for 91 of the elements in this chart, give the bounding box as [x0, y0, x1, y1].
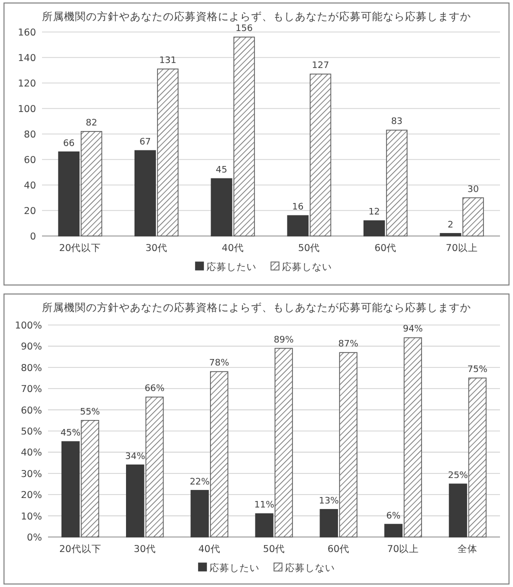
data-label: 66% — [144, 384, 166, 394]
data-label: 30 — [467, 184, 480, 195]
bar — [274, 348, 293, 538]
data-label: 6% — [386, 511, 402, 522]
y-tick-label: 90% — [20, 342, 42, 353]
bar — [80, 420, 100, 538]
y-tick-label: 80 — [24, 130, 36, 140]
y-tick-label: 40 — [24, 180, 36, 192]
bar — [134, 150, 156, 236]
data-label: 75% — [467, 365, 488, 375]
y-tick-label: 140 — [18, 53, 36, 64]
bar — [157, 68, 179, 236]
data-label: 11% — [254, 500, 275, 511]
bar — [404, 337, 422, 538]
y-tick-label: 60% — [20, 405, 42, 416]
data-label: 127 — [312, 61, 330, 72]
legend-label: 応募したい — [210, 562, 260, 574]
bar — [58, 151, 80, 236]
x-tick-label: 20代以下 — [59, 543, 102, 555]
chart-title: 所属機関の方針やあなたの応募資格によらず、もしあなたが応募可能なら応募しますか — [42, 10, 471, 23]
y-tick-label: 10% — [20, 511, 42, 522]
bar — [210, 178, 232, 236]
bar — [233, 36, 255, 236]
x-tick-label: 全体 — [458, 543, 478, 555]
x-tick-label: 60代 — [374, 243, 397, 254]
data-label: 131 — [159, 56, 176, 66]
data-label: 25% — [448, 471, 468, 481]
x-tick-label: 20代以下 — [59, 242, 102, 254]
legend-label: 応募したい — [206, 261, 256, 273]
x-tick-label: 60代 — [328, 544, 350, 555]
y-tick-label: 80% — [20, 362, 42, 374]
bar — [440, 233, 462, 236]
y-tick-label: 100% — [14, 320, 42, 332]
y-tick-label: 0% — [26, 532, 42, 544]
x-tick-label: 70以上 — [387, 543, 420, 555]
bar — [190, 490, 209, 538]
bar — [210, 371, 228, 538]
data-label: 94% — [402, 324, 424, 335]
data-label: 16 — [292, 202, 304, 213]
x-tick-label: 30代 — [145, 243, 168, 254]
y-tick-label: 0 — [30, 232, 36, 242]
legend-label: 応募しない — [282, 261, 332, 273]
data-label: 82 — [86, 118, 98, 128]
bar — [363, 220, 385, 236]
y-tick-label: 70% — [20, 384, 42, 396]
bar — [320, 509, 338, 538]
y-tick-label: 40% — [20, 448, 42, 459]
data-label: 87% — [338, 340, 359, 350]
x-tick-label: 40代 — [222, 243, 244, 254]
bar — [339, 352, 358, 538]
bar — [384, 524, 403, 538]
data-label: 2 — [448, 220, 454, 230]
bar — [255, 513, 274, 538]
bar — [310, 74, 332, 236]
y-tick-label: 120 — [18, 78, 36, 90]
bar — [145, 396, 164, 538]
data-label: 22% — [190, 477, 210, 488]
y-tick-label: 20 — [24, 206, 36, 217]
bar — [448, 484, 468, 538]
data-label: 13% — [318, 496, 340, 506]
x-tick-label: 50代 — [262, 544, 286, 555]
data-label: 83 — [391, 117, 403, 128]
bar — [287, 215, 309, 236]
data-label: 66 — [63, 138, 75, 149]
data-label: 67 — [139, 138, 151, 148]
data-label: 12 — [368, 208, 380, 218]
bar — [468, 378, 487, 538]
bar — [126, 464, 144, 538]
x-tick-label: 50代 — [298, 243, 320, 254]
y-tick-label: 20% — [20, 490, 42, 502]
data-label: 55% — [80, 407, 100, 418]
chart-title: 所属機関の方針やあなたの応募資格によらず、もしあなたが応募可能なら応募しますか — [42, 301, 471, 314]
bar — [80, 131, 102, 236]
bar — [462, 197, 484, 236]
x-tick-label: 30代 — [134, 544, 156, 555]
data-label: 78% — [209, 358, 230, 369]
y-tick-label: 60 — [24, 155, 36, 166]
x-tick-label: 70以上 — [446, 242, 478, 254]
data-label: 89% — [274, 335, 294, 346]
y-tick-label: 160 — [18, 28, 36, 38]
bar — [61, 441, 80, 538]
legend-label: 応募しない — [285, 562, 335, 574]
data-label: 34% — [125, 452, 146, 462]
data-label: 45% — [60, 428, 82, 439]
data-label: 156 — [236, 24, 253, 34]
data-label: 45 — [216, 166, 228, 176]
y-tick-label: 100 — [18, 104, 36, 115]
y-tick-label: 50% — [20, 426, 42, 438]
y-tick-label: 30% — [20, 468, 42, 480]
x-tick-label: 40代 — [198, 544, 220, 555]
bar — [386, 130, 408, 236]
